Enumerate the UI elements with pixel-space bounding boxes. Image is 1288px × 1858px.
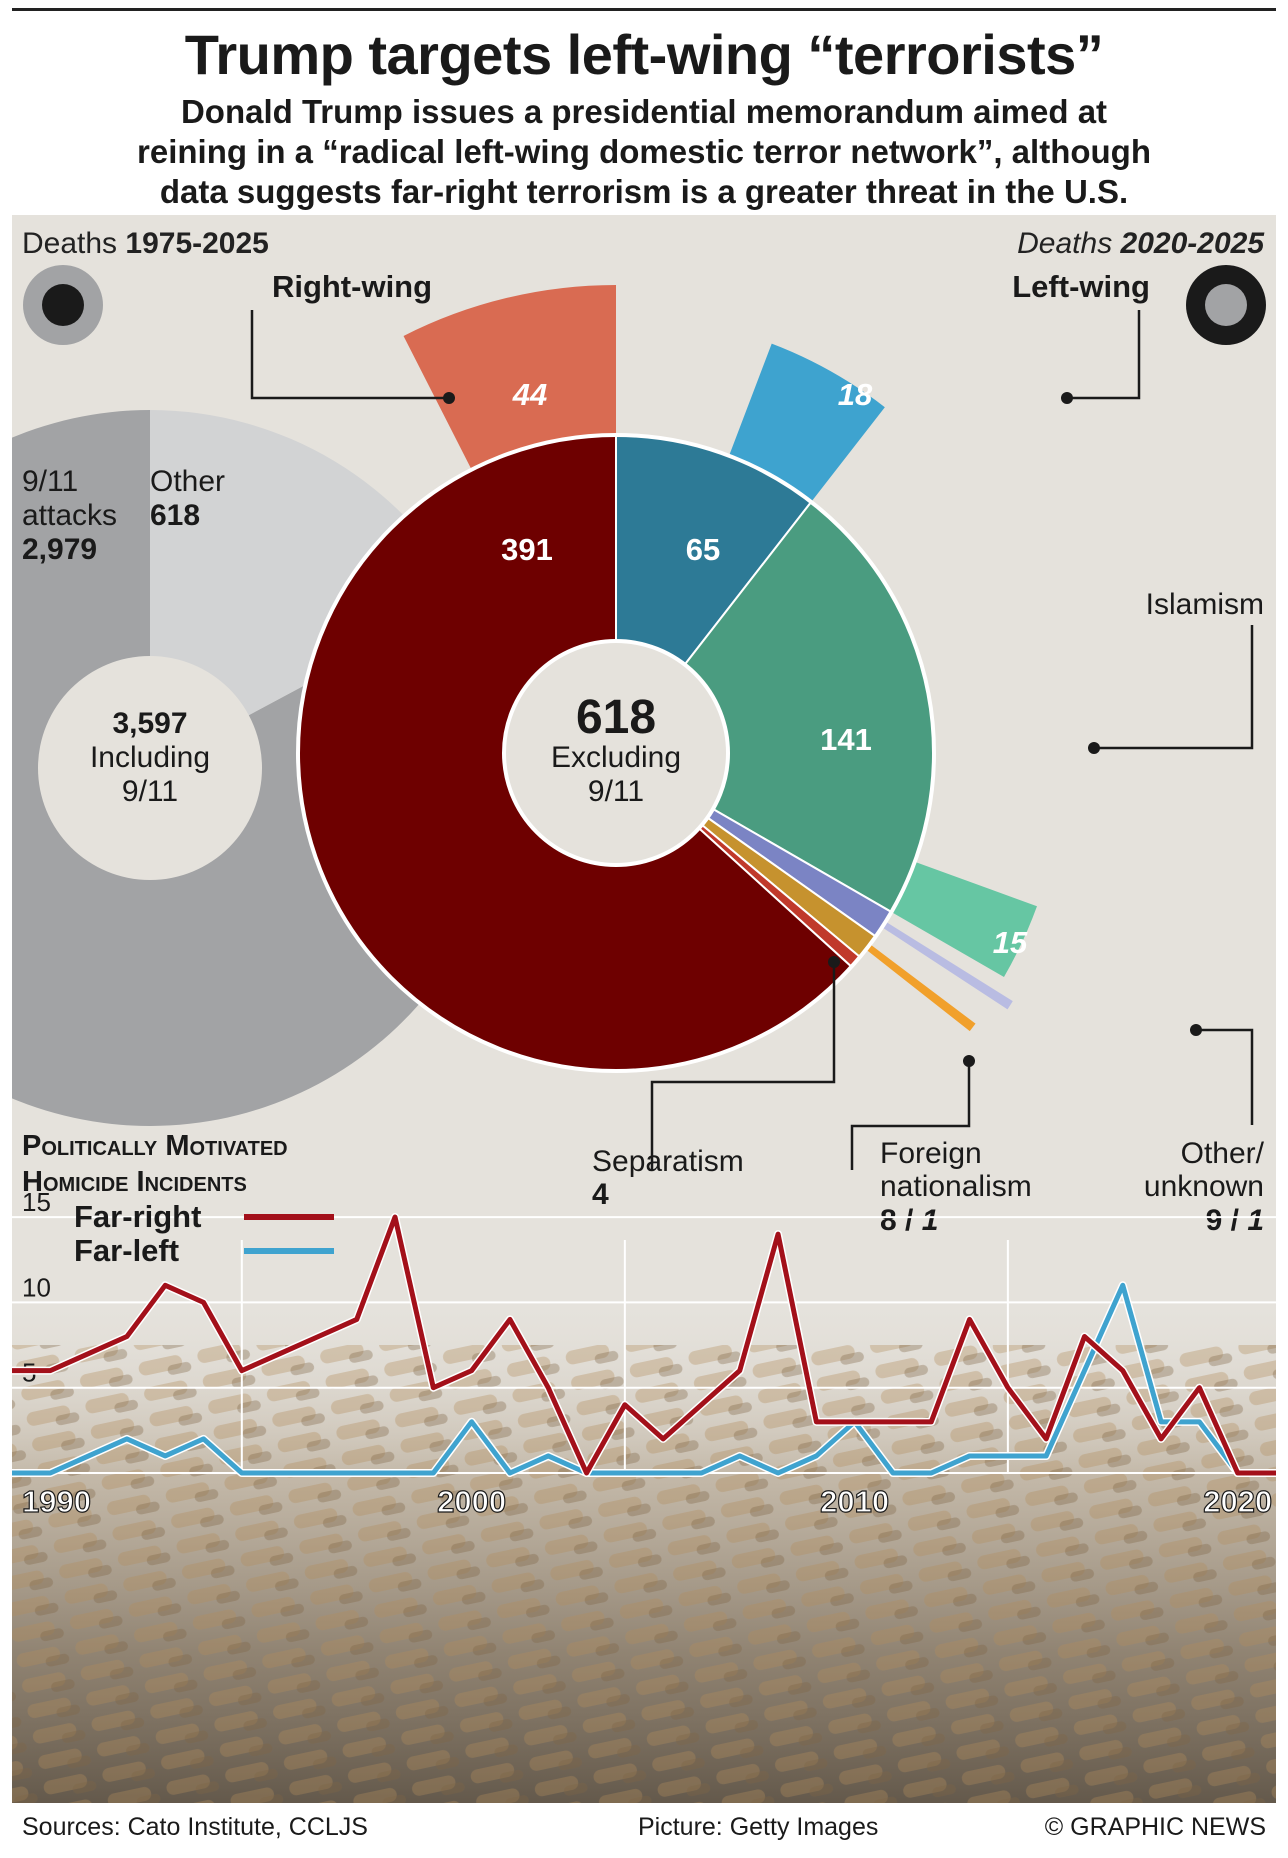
total-pie-hole (38, 656, 262, 880)
footer: Sources: Cato Institute, CCLJS Picture: … (22, 1813, 1266, 1849)
value-other: 9 / 1 (1206, 1204, 1264, 1237)
leader-lines (250, 310, 1254, 1170)
xtick-label: 1990 (22, 1484, 91, 1519)
page-subtitle: Donald Trump issues a presidential memor… (60, 92, 1228, 212)
leader-left-wing (1067, 310, 1141, 400)
label-islamism: Islamism (1146, 588, 1264, 621)
xtick-label: 2020 (1203, 1484, 1272, 1519)
total-value: 3,597 (112, 707, 187, 740)
label-foreign-1: Foreign (880, 1137, 982, 1170)
sept11-line2: attacks (22, 499, 117, 532)
leader-dot (1190, 1024, 1202, 1036)
leader-dot (963, 1055, 975, 1067)
recent-islamism: 15 (993, 925, 1028, 960)
label-foreign-2: nationalism (880, 1170, 1032, 1203)
other-slice (150, 410, 466, 768)
footer-credit: © GRAPHIC NEWS (1044, 1813, 1266, 1841)
label-left-wing: Left-wing (1012, 269, 1150, 304)
recent-wedge-left-wing (728, 343, 885, 504)
other-value: 618 (150, 499, 200, 532)
value-other-recent: 1 (1247, 1204, 1264, 1237)
leader-dot (828, 956, 840, 968)
photo-texture (12, 1345, 1276, 1803)
recent-wedge-other-unknown (880, 920, 1013, 1010)
recent-wedge-foreign-nationalism (864, 943, 976, 1032)
center-line1: Excluding (551, 741, 681, 774)
recent-wedge-right-wing (403, 285, 616, 472)
leader-right-wing (250, 310, 449, 400)
xtick-label: 2010 (820, 1484, 889, 1519)
homicide-heading-2: Homicide Incidents (22, 1166, 247, 1198)
donut-outline (296, 433, 936, 1073)
deaths-years: 1975-2025 (125, 227, 268, 260)
deaths-prefix: Deaths (22, 227, 125, 260)
total-line1: Including (90, 741, 210, 774)
label-other-1: Other/ (1181, 1137, 1265, 1170)
subtitle-line: Donald Trump issues a presidential memor… (180, 93, 1108, 130)
recent-right-wing: 44 (512, 377, 547, 412)
legend-disc-recent-center (1205, 284, 1247, 326)
value-other-total: 9 (1206, 1204, 1223, 1237)
legend-label: Far-right (74, 1199, 201, 1234)
value-separatism: 4 (592, 1178, 609, 1211)
leader-other (1196, 1028, 1254, 1125)
label-right-wing: Right-wing (272, 269, 432, 304)
leader-dot (1061, 392, 1073, 404)
leader-dot (1088, 742, 1100, 754)
other-label: Other (150, 465, 225, 498)
footer-picture: Picture: Getty Images (638, 1813, 879, 1841)
ytick-label: 10 (22, 1272, 51, 1302)
label-separatism: Separatism (592, 1145, 744, 1178)
donut-hole (502, 639, 730, 867)
recent-left-wing: 18 (838, 377, 873, 412)
label-other-2: unknown (1144, 1170, 1264, 1203)
xtick-label: 2000 (437, 1484, 506, 1519)
series-line-far-right (12, 1214, 1276, 1476)
value-right-wing: 391 (501, 532, 553, 567)
leader-dot (443, 392, 455, 404)
homicide-heading-1: Politically Motivated (22, 1130, 288, 1162)
value-foreign: 8 / 1 (880, 1204, 938, 1237)
deaths-2020-label: Deaths 2020-2025 (1017, 227, 1265, 260)
value-foreign-recent: 1 (922, 1204, 939, 1237)
infographic-panel: Politically Motivated Terrorist Attacks … (12, 215, 1276, 1803)
legend-disc-total-center (42, 284, 84, 326)
leader-separatism (650, 962, 836, 1170)
deaths-years: 2020-2025 (1120, 227, 1266, 260)
legend-label: Far-left (74, 1233, 179, 1268)
total-line2: 9/11 (122, 775, 178, 808)
subtitle-line: data suggests far-right terrorism is a g… (159, 173, 1129, 210)
page-title: Trump targets left-wing “terrorists” (184, 23, 1104, 86)
recent-wedges (403, 285, 1037, 1032)
footer-sources: Sources: Cato Institute, CCLJS (22, 1813, 368, 1841)
ytick-label: 15 (22, 1187, 51, 1217)
leader-dots (443, 392, 1202, 1067)
recent-wedge-islamism (889, 861, 1037, 977)
sept11-value: 2,979 (22, 533, 97, 566)
center-value: 618 (576, 691, 656, 744)
leader-islamism (1094, 625, 1254, 750)
deaths-prefix: Deaths (1017, 227, 1120, 260)
sept11-line1: 9/11 (22, 465, 78, 498)
leader-foreign (850, 1061, 971, 1170)
top-rule (12, 8, 1276, 11)
attacks-heading-text: Politically Motivated Terrorist Attacks (22, 215, 571, 222)
value-islamism: 141 (820, 722, 872, 757)
subtitle-line: reining in a “radical left-wing domestic… (137, 133, 1151, 170)
series-line-far-left (12, 1282, 1276, 1476)
value-left-wing: 65 (686, 532, 720, 567)
value-foreign-total: 8 (880, 1204, 897, 1237)
deaths-1975-label: Deaths 1975-2025 (22, 227, 269, 260)
infographic-svg: Politically Motivated Terrorist Attacks … (12, 215, 1276, 1803)
center-line2: 9/11 (588, 775, 644, 808)
